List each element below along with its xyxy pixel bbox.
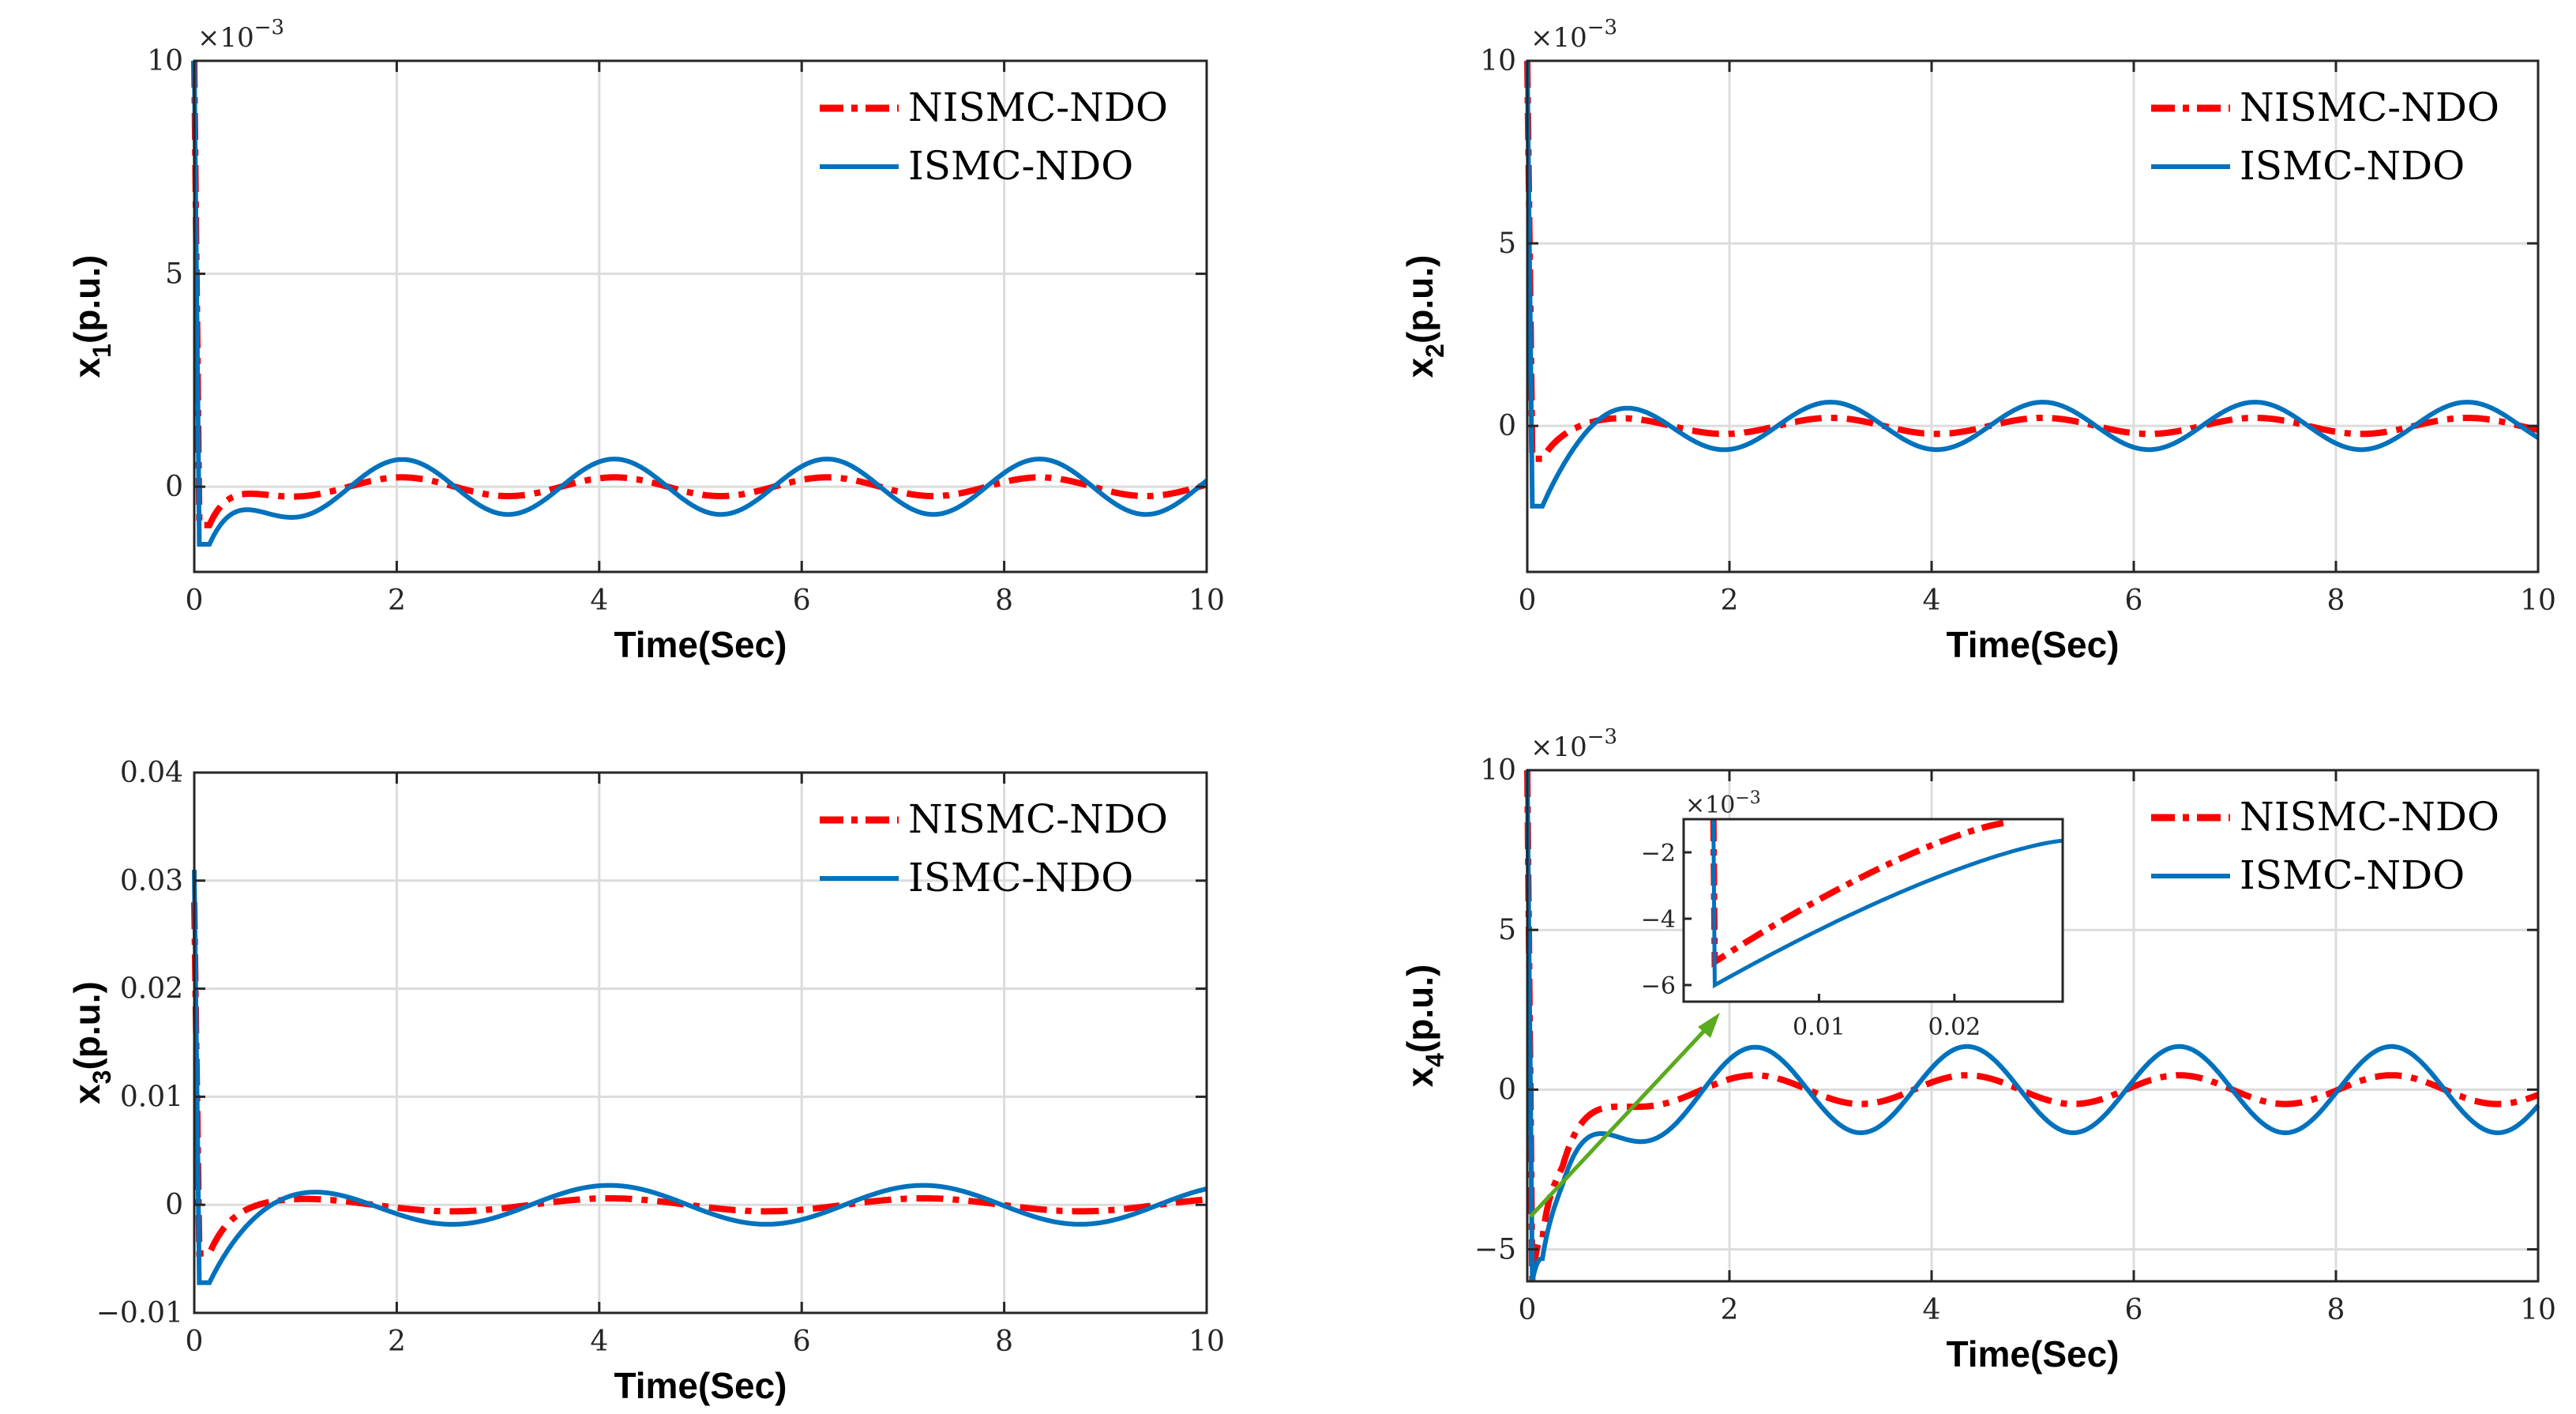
inset-x-tick-label: 0.02 xyxy=(1928,1013,1981,1041)
series-line-nismc-ndo xyxy=(191,60,1208,528)
panel-x4: 0 2 4 6 8 10−50510×10−3Time(Sec)x4(p.u.)NISMC… xyxy=(1399,725,2556,1375)
legend-entry: NISMC-NDO xyxy=(908,796,1168,842)
legend-entry: ISMC-NDO xyxy=(908,143,1133,189)
series-line-ismc-ndo xyxy=(192,870,1207,1285)
y-axis-label: x2(p.u.) xyxy=(1399,255,1449,378)
y-tick-label: 10 xyxy=(1480,754,1516,787)
x-tick-label: 8 xyxy=(995,585,1013,617)
y-tick-label: 0 xyxy=(1498,410,1516,442)
inset-y-tick-label: −4 xyxy=(1641,906,1676,934)
x-tick-label: 4 xyxy=(590,1326,608,1358)
plot-area xyxy=(1527,61,2538,572)
legend-entry: ISMC-NDO xyxy=(2240,143,2465,189)
legend-entry: NISMC-NDO xyxy=(2240,85,2499,130)
x-tick-label: 0 xyxy=(186,1326,204,1358)
series-line-ismc-ndo xyxy=(1525,60,2540,509)
y-tick-label: 0.03 xyxy=(120,865,183,897)
series-line-ismc-ndo xyxy=(1525,769,2540,1282)
axes-frame xyxy=(1526,769,2540,1283)
inset-series-line xyxy=(1710,818,2009,968)
y-tick-label: −5 xyxy=(1474,1234,1516,1266)
inset-zoom: 0.01 0.02 −6 −4 −2 ×10−3 xyxy=(1529,788,2064,1218)
x-tick-label: 0 xyxy=(186,585,204,617)
y-tick-label: 0 xyxy=(165,471,183,503)
axis-exponent: ×10−3 xyxy=(1530,725,1617,763)
axes-frame xyxy=(193,59,1208,573)
x-tick-label: 6 xyxy=(2125,585,2143,617)
legend: NISMC-NDO ISMC-NDO xyxy=(2151,85,2499,189)
panel-x1: 0 2 4 6 8 10 0 5 10 ×10−3 Time(Sec) x1(p.u.) NISMC-N… xyxy=(66,16,1225,665)
x-tick-label: 4 xyxy=(1923,585,1941,617)
x-tick-label: 8 xyxy=(2327,585,2345,617)
legend-entry: ISMC-NDO xyxy=(908,855,1133,901)
inset-series-line xyxy=(1711,818,2063,989)
x-axis-label: Time(Sec) xyxy=(614,624,787,665)
y-tick-label: −0.01 xyxy=(96,1297,183,1329)
y-tick-label: 5 xyxy=(1498,228,1516,260)
x-tick-label: 4 xyxy=(590,585,608,617)
x-tick-label: 2 xyxy=(388,1326,406,1358)
y-tick-label: 0.01 xyxy=(120,1081,183,1113)
x-axis-label: Time(Sec) xyxy=(1946,624,2119,665)
series-line-nismc-ndo xyxy=(1524,60,2539,462)
x-tick-label: 10 xyxy=(1188,585,1225,617)
inset-y-tick-label: −2 xyxy=(1641,840,1676,867)
legend-entry: ISMC-NDO xyxy=(2240,852,2465,898)
y-axis-label: x3(p.u.) xyxy=(66,981,116,1104)
plot-area xyxy=(194,61,1207,572)
legend-entry: NISMC-NDO xyxy=(908,85,1168,130)
inset-x-tick-label: 0.01 xyxy=(1793,1013,1846,1041)
x-tick-label: 10 xyxy=(1188,1326,1225,1358)
x-tick-label: 0 xyxy=(1519,1294,1537,1326)
x-tick-label: 6 xyxy=(2125,1294,2143,1326)
x-tick-label: 10 xyxy=(2520,1294,2556,1326)
x-tick-label: 6 xyxy=(793,1326,811,1358)
y-tick-label: 0.02 xyxy=(120,973,183,1006)
y-axis-label: x1(p.u.) xyxy=(66,255,116,378)
x-tick-label: 8 xyxy=(2327,1294,2345,1326)
panel-x3: 0 2 4 6 8 10−0.0100.010.020.030.04Time(Sec)x3… xyxy=(66,757,1225,1406)
axes-frame xyxy=(1526,59,2540,573)
inset-y-tick-label: −6 xyxy=(1641,972,1676,1000)
x-tick-label: 0 xyxy=(1519,585,1537,617)
zoom-pointer-arrowhead xyxy=(1698,1013,1720,1038)
y-tick-label: 0.04 xyxy=(120,757,183,789)
x-tick-label: 6 xyxy=(793,585,811,617)
inset-plot-area xyxy=(1684,819,2063,1002)
y-tick-label: 0 xyxy=(165,1189,183,1221)
series-line-nismc-ndo xyxy=(1524,769,2540,1282)
y-tick-label: 5 xyxy=(1498,914,1516,946)
legend: NISMC-NDO ISMC-NDO xyxy=(820,796,1168,901)
inset-exponent: ×10−3 xyxy=(1685,788,1761,819)
inset-frame xyxy=(1682,818,2064,1003)
legend-entry: NISMC-NDO xyxy=(2240,794,2499,840)
plot-area xyxy=(194,773,1207,1313)
x-tick-label: 2 xyxy=(1721,585,1739,617)
x-tick-label: 10 xyxy=(2520,585,2556,617)
y-tick-label: 10 xyxy=(147,45,183,77)
zoom-pointer-arrow xyxy=(1529,1017,1717,1218)
legend: NISMC-NDO ISMC-NDO xyxy=(2151,794,2499,898)
x-tick-label: 8 xyxy=(995,1326,1013,1358)
y-axis-label: x4(p.u.) xyxy=(1399,965,1449,1088)
x-axis-label: Time(Sec) xyxy=(1946,1333,2119,1375)
y-tick-label: 0 xyxy=(1498,1074,1516,1106)
panel-x2: 0 2 4 6 8 10 0 5 10 ×10−3 Time(Sec) x2(p.u.) NISMC-N… xyxy=(1399,16,2556,665)
x-tick-label: 4 xyxy=(1923,1294,1941,1326)
axes-frame xyxy=(193,771,1208,1314)
y-tick-label: 5 xyxy=(165,258,183,291)
axis-exponent: ×10−3 xyxy=(197,16,284,54)
series-line-ismc-ndo xyxy=(192,60,1208,547)
x-axis-label: Time(Sec) xyxy=(614,1365,787,1406)
axis-exponent: ×10−3 xyxy=(1530,16,1617,54)
legend: NISMC-NDO ISMC-NDO xyxy=(820,85,1168,189)
y-tick-label: 10 xyxy=(1480,45,1516,77)
x-tick-label: 2 xyxy=(388,585,406,617)
x-tick-label: 2 xyxy=(1721,1294,1739,1326)
